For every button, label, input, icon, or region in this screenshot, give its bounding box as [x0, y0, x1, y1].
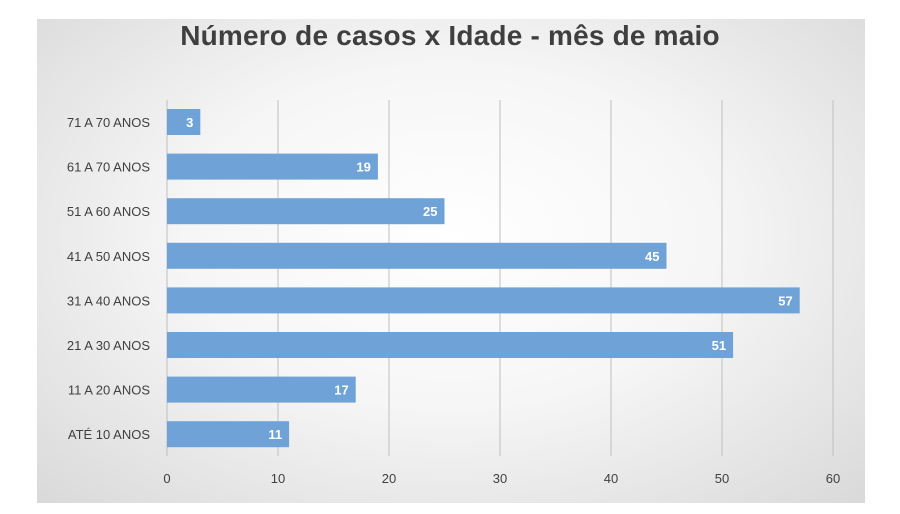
bars: [167, 109, 800, 448]
data-labels: 3 19 25 45 57 51 17 11: [186, 115, 793, 442]
bar: [167, 153, 378, 180]
category-label: 21 A 30 ANOS: [67, 338, 150, 353]
bar: [167, 109, 201, 135]
x-tick-label: 50: [715, 471, 729, 486]
bar: [167, 332, 734, 358]
data-label: 25: [423, 204, 437, 219]
category-label: 41 A 50 ANOS: [67, 249, 150, 264]
category-label: 61 A 70 ANOS: [67, 160, 150, 175]
x-tick-label: 20: [382, 471, 396, 486]
category-labels: 71 A 70 ANOS 61 A 70 ANOS 51 A 60 ANOS 41 A…: [67, 115, 150, 442]
category-label: 51 A 60 ANOS: [67, 204, 150, 219]
category-label: ATÉ 10 ANOS: [68, 427, 150, 442]
category-label: 31 A 40 ANOS: [67, 293, 150, 308]
data-label: 17: [334, 383, 348, 398]
data-label: 45: [645, 249, 659, 264]
x-axis-ticks: 0 10 20 30 40 50 60: [163, 471, 840, 486]
data-label: 11: [268, 427, 282, 442]
data-label: 19: [356, 160, 370, 175]
data-label: 3: [186, 115, 193, 130]
x-tick-label: 0: [163, 471, 170, 486]
bar: [167, 198, 445, 225]
bar: [167, 376, 356, 403]
data-label: 51: [712, 338, 726, 353]
bar: [167, 242, 667, 269]
bar: [167, 421, 290, 448]
category-label: 11 A 20 ANOS: [68, 383, 150, 398]
bar: [167, 287, 800, 314]
x-tick-label: 40: [604, 471, 618, 486]
chart-title: Número de casos x Idade - mês de maio: [180, 20, 720, 51]
category-label: 71 A 70 ANOS: [67, 115, 150, 130]
x-tick-label: 30: [493, 471, 507, 486]
x-tick-label: 60: [826, 471, 840, 486]
data-label: 57: [778, 293, 792, 308]
x-tick-label: 10: [271, 471, 285, 486]
